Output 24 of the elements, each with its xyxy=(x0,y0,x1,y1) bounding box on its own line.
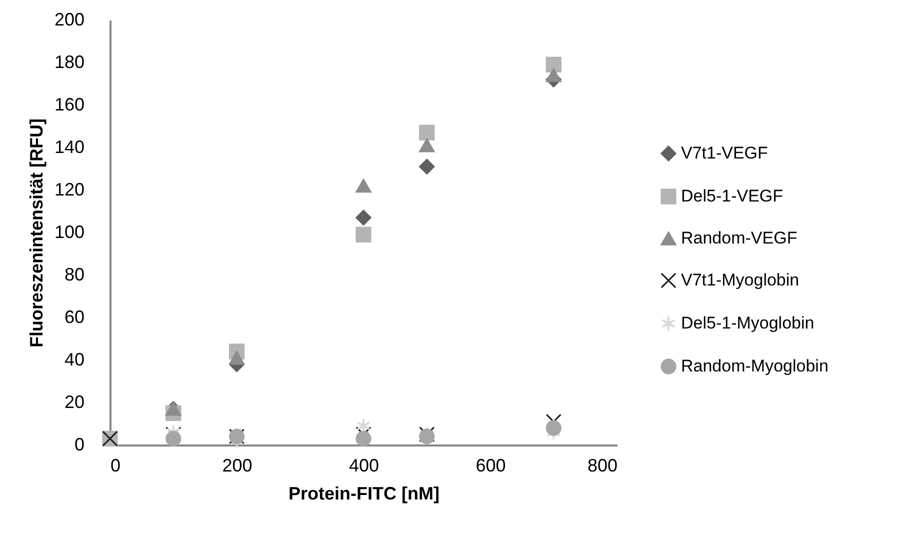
y-tick-label: 180 xyxy=(54,52,84,72)
x-axis-title: Protein-FITC [nM] xyxy=(288,484,440,504)
legend-label: Del5-1-VEGF xyxy=(681,186,784,206)
legend-label: V7t1-VEGF xyxy=(681,144,768,162)
legend-label: Random-VEGF xyxy=(681,228,798,248)
y-tick-label: 160 xyxy=(54,94,84,114)
y-tick-label: 20 xyxy=(64,392,84,412)
y-tick-label: 120 xyxy=(54,180,84,200)
x-tick-label: 200 xyxy=(222,456,252,476)
legend-label: Del5-1-Myoglobin xyxy=(681,314,814,332)
y-axis-title: Fluoreszenintensität [RFU] xyxy=(26,118,46,348)
y-tick-label: 40 xyxy=(64,350,84,370)
y-tick-label: 140 xyxy=(54,137,84,157)
y-tick-label: 60 xyxy=(64,307,84,327)
x-tick-label: 0 xyxy=(110,456,121,476)
legend-label: V7t1-Myoglobin xyxy=(681,270,800,290)
x-tick-label: 800 xyxy=(587,456,618,476)
x-tick-label: 600 xyxy=(476,456,506,476)
y-tick-label: 200 xyxy=(54,10,84,30)
legend-label: Random-Myoglobin xyxy=(681,356,828,376)
x-tick-label: 400 xyxy=(348,456,380,476)
y-tick-label: 80 xyxy=(64,264,84,284)
y-tick-label: 100 xyxy=(54,222,84,242)
y-tick-label: 0 xyxy=(74,434,84,454)
